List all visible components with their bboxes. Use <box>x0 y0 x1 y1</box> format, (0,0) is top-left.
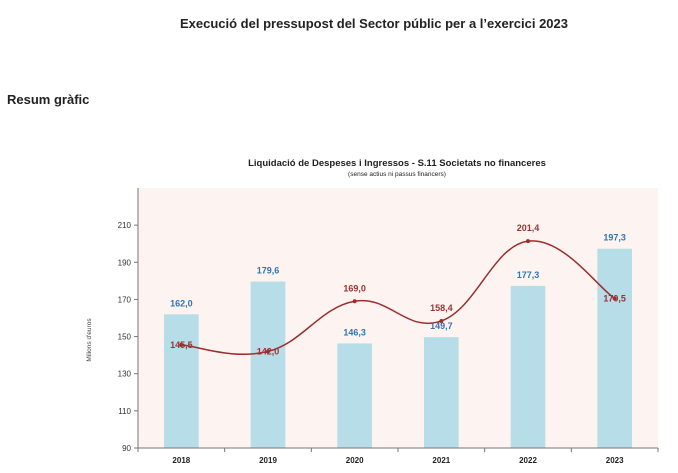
bar <box>337 343 372 448</box>
x-tick-label: 2023 <box>606 456 624 465</box>
line-data-label: 169,0 <box>343 283 366 293</box>
line-data-label: 158,4 <box>430 303 453 313</box>
line-point <box>526 239 530 244</box>
bar-data-label: 177,3 <box>517 270 540 280</box>
line-point <box>266 349 270 354</box>
x-tick-label: 2021 <box>432 456 450 465</box>
y-tick-label: 170 <box>118 295 132 304</box>
line-point <box>612 296 617 301</box>
bar <box>597 248 632 448</box>
bar-data-label: 146,3 <box>343 327 366 337</box>
y-tick-label: 210 <box>118 221 132 230</box>
line-data-label: 145,5 <box>170 340 193 350</box>
line-point <box>352 299 357 304</box>
bar <box>510 285 546 448</box>
chart-title: Liquidació de Despeses i Ingressos - S.1… <box>248 158 546 169</box>
bar <box>424 337 459 448</box>
line-data-label: 170,5 <box>603 294 626 304</box>
line-point <box>179 342 184 347</box>
chart-subtitle: (sense actius ni passus financers) <box>348 171 446 178</box>
y-axis-label: Milions d'euros <box>86 318 93 362</box>
bar-data-label: 197,3 <box>603 233 626 243</box>
bar <box>250 281 286 448</box>
line-point <box>439 318 444 323</box>
x-tick-label: 2022 <box>519 456 537 465</box>
bar <box>164 314 199 448</box>
plot-background <box>138 188 658 448</box>
y-tick-label: 190 <box>118 258 132 267</box>
bar-data-label: 179,6 <box>257 266 280 276</box>
x-tick-label: 2018 <box>172 456 190 465</box>
line-data-label: 201,4 <box>517 223 540 233</box>
x-tick-label: 2020 <box>346 456 364 465</box>
y-tick-label: 110 <box>118 407 131 416</box>
section-heading: Resum gràfic <box>7 92 90 107</box>
page-title: Execució del pressupost del Sector públi… <box>179 16 568 31</box>
y-tick-label: 150 <box>118 333 132 342</box>
bar-data-label: 149,7 <box>430 321 453 331</box>
y-tick-label: 90 <box>122 444 131 453</box>
bar-data-label: 162,0 <box>170 298 193 308</box>
y-tick-label: 130 <box>118 370 132 379</box>
x-tick-label: 2019 <box>259 456 277 465</box>
line-data-label: 142,0 <box>257 346 280 356</box>
